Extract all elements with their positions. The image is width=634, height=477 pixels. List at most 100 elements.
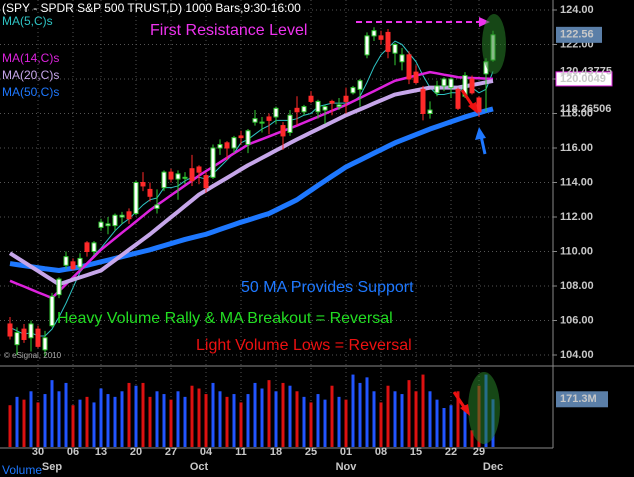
candle-body [441,78,447,87]
volume-bar [449,405,453,447]
candle-body [385,31,391,52]
candle-body [350,87,356,94]
value-box [556,26,602,43]
candle-body [406,54,412,80]
candle-body [161,171,167,189]
x-tick-label: 29 [473,446,485,458]
candle-body [259,121,265,124]
candle-body [42,337,48,351]
candle-body [35,328,41,347]
candle-body [343,95,349,102]
y-tick-label: 104.00 [560,349,594,361]
month-label: Oct [190,461,209,473]
volume-bar [43,394,47,447]
volume-bar [379,402,383,447]
volume-bar [456,391,460,447]
volume-bar [239,402,243,447]
volume-bar [78,399,82,447]
candle-body [203,175,209,189]
candle-body [98,221,104,228]
candle-body [63,256,69,266]
candle-body [196,166,202,173]
volume-bar [211,382,215,447]
candle-body [301,106,307,113]
candle-body [252,118,258,123]
y-tick-label: 118.00 [560,107,593,119]
annotation: Heavy Volume Rally & MA Breakout = Rever… [57,310,393,327]
volume-bar [155,391,159,447]
candle-body [224,142,230,149]
volume-bar [29,391,33,447]
candle-body [357,80,363,90]
volume-bar [127,382,131,447]
volume-bar [197,388,201,447]
volume-bar [92,402,96,447]
x-tick-label: 27 [165,446,177,458]
volume-bar [344,399,348,447]
volume-bar [183,396,187,447]
candle-body [245,130,251,146]
volume-bar [281,382,285,447]
candle-body [294,107,300,113]
volume-bar [57,391,61,447]
volume-bar [64,382,68,447]
month-label: Sep [42,461,62,473]
ma-last-value: 120.0049 [560,73,606,85]
volume-bar [260,388,264,447]
volume-bar [246,394,250,447]
ma-line [9,70,494,300]
candle-body [105,223,111,227]
candle-body [175,173,181,180]
candle-body [322,106,328,111]
y-tick-label: 106.00 [560,314,594,326]
volume-bar [358,382,362,447]
grid [0,0,553,448]
volume-bar [428,391,432,447]
candle-body [392,44,398,54]
arrow-head [468,102,478,114]
legend-entry: MA(50,C)s [2,85,59,99]
volume-bar [99,388,103,447]
candle-body [112,214,118,227]
volume-bar [330,385,334,447]
candle-body [21,328,27,340]
volume-bar [386,385,390,447]
x-tick-label: 13 [95,446,107,458]
candle-body [56,278,62,296]
candle-body [287,114,293,133]
legend-entry: MA(14,C)s [2,51,59,65]
arrow-head [479,17,490,27]
candle-body [315,100,321,113]
volume-bar [218,391,222,447]
value-box [555,71,613,87]
x-tick-label: 30 [32,446,44,458]
candle-body [427,109,433,115]
x-tick-label: 25 [305,446,317,458]
y-tick-label: 114.00 [560,176,593,188]
candle-body [476,97,482,113]
legend-entry: MA(20,C)s [2,68,59,82]
candle-body [448,78,454,89]
volume-bar [323,399,327,447]
candle-body [378,35,384,40]
value-box [556,391,608,408]
highlight [468,372,500,444]
y-tick-label: 112.00 [560,211,593,223]
candle-body [399,54,405,63]
last-price: 122.56 [560,29,594,41]
volume-bar [50,380,54,447]
volume-bar [134,385,138,447]
candle-body [420,88,426,114]
candle-body [329,100,335,104]
legend-entry: MA(5,C)s [2,14,53,28]
y-tick-label: 124.00 [560,4,594,16]
volume-bar [414,391,418,447]
candle-body [133,182,139,215]
volume-bar [15,396,19,447]
volume-last-label: 171.3M [560,393,597,405]
candle-body [217,144,223,149]
candle-body [336,104,342,108]
candle-body [273,107,279,118]
volume-bar [421,374,425,447]
chart-title: (SPY - SPDR S&P 500 TRUST,D) 1000 Bars,9… [2,1,301,15]
